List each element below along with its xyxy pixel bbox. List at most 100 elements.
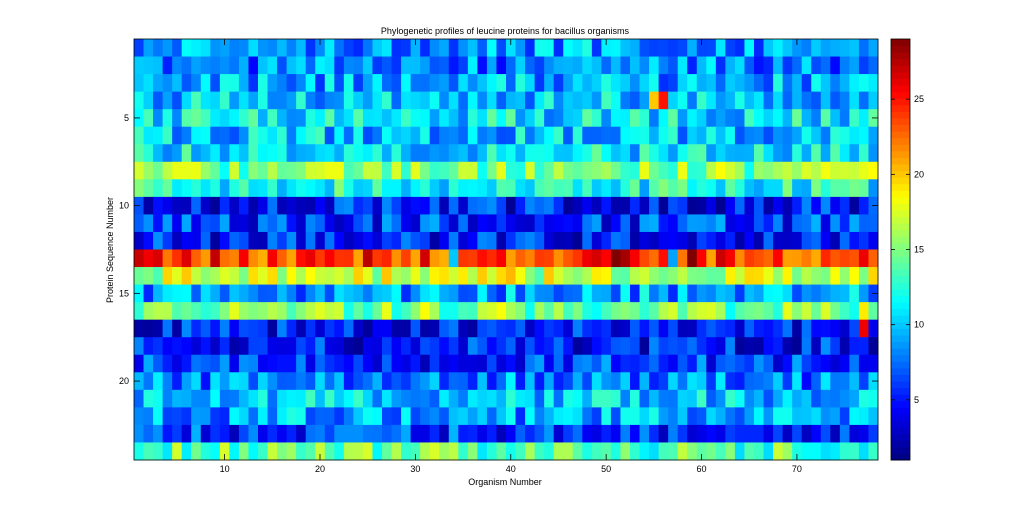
heatmap-cell bbox=[620, 196, 631, 215]
heatmap-cell bbox=[181, 179, 192, 198]
heatmap-cell bbox=[362, 372, 373, 391]
heatmap-cell bbox=[687, 74, 698, 93]
heatmap-cell bbox=[601, 319, 612, 338]
heatmap-cell bbox=[544, 302, 555, 321]
heatmap-cell bbox=[334, 56, 345, 75]
heatmap-cell bbox=[258, 389, 268, 408]
heatmap-cell bbox=[658, 284, 669, 303]
heatmap-cell bbox=[649, 161, 660, 180]
heatmap-cell bbox=[601, 56, 612, 75]
heatmap-cell bbox=[515, 179, 526, 198]
heatmap-cell bbox=[362, 74, 373, 93]
heatmap-cell bbox=[792, 196, 803, 215]
heatmap-cell bbox=[134, 214, 144, 233]
heatmap-cell bbox=[534, 179, 545, 198]
heatmap-cell bbox=[172, 249, 183, 268]
heatmap-cell bbox=[343, 354, 354, 373]
heatmap-cell bbox=[792, 126, 803, 145]
heatmap-cell bbox=[391, 284, 402, 303]
heatmap-cell bbox=[334, 214, 345, 233]
heatmap-cell bbox=[286, 337, 297, 356]
heatmap-cell bbox=[258, 109, 268, 128]
heatmap-cell bbox=[248, 319, 259, 338]
heatmap-cell bbox=[630, 214, 640, 233]
heatmap-cell bbox=[525, 442, 536, 461]
heatmap-cell bbox=[773, 161, 784, 180]
heatmap-cell bbox=[801, 231, 812, 250]
heatmap-cell bbox=[486, 144, 497, 163]
heatmap-cell bbox=[734, 389, 745, 408]
heatmap-cell bbox=[630, 39, 640, 57]
heatmap-cell bbox=[687, 407, 698, 426]
heatmap-cell bbox=[849, 407, 860, 426]
heatmap-cell bbox=[172, 231, 183, 250]
heatmap-cell bbox=[401, 389, 412, 408]
heatmap-cell bbox=[258, 91, 268, 110]
heatmap-cell bbox=[696, 249, 707, 268]
heatmap-cell bbox=[858, 126, 869, 145]
heatmap-cell bbox=[620, 354, 631, 373]
heatmap-cell bbox=[515, 74, 526, 93]
heatmap-cell bbox=[191, 231, 202, 250]
heatmap-cell bbox=[315, 372, 326, 391]
heatmap-cell bbox=[439, 126, 450, 145]
heatmap-cell bbox=[162, 126, 173, 145]
heatmap-cell bbox=[477, 424, 488, 443]
heatmap-cell bbox=[401, 354, 412, 373]
heatmap-cell bbox=[219, 126, 230, 145]
heatmap-cell bbox=[601, 231, 612, 250]
colorbar-segment bbox=[891, 163, 910, 172]
heatmap-cell bbox=[563, 179, 574, 198]
heatmap-cell bbox=[200, 56, 211, 75]
heatmap-cell bbox=[210, 109, 221, 128]
heatmap-cell bbox=[277, 354, 288, 373]
heatmap-cell bbox=[630, 74, 640, 93]
heatmap-cell bbox=[754, 302, 764, 321]
heatmap-cell bbox=[544, 196, 555, 215]
heatmap-cell bbox=[172, 407, 183, 426]
heatmap-cell bbox=[143, 74, 154, 93]
heatmap-cell bbox=[200, 424, 211, 443]
heatmap-cell bbox=[477, 109, 488, 128]
heatmap-cell bbox=[534, 424, 545, 443]
heatmap-cell bbox=[153, 214, 164, 233]
heatmap-cell bbox=[734, 319, 745, 338]
heatmap-cell bbox=[467, 179, 478, 198]
heatmap-cell bbox=[534, 389, 545, 408]
heatmap-cell bbox=[773, 389, 784, 408]
heatmap-cell bbox=[658, 161, 669, 180]
heatmap-cell bbox=[868, 161, 879, 180]
heatmap-cell bbox=[172, 179, 183, 198]
heatmap-cell bbox=[286, 302, 297, 321]
heatmap-cell bbox=[353, 319, 364, 338]
heatmap-cell bbox=[763, 302, 774, 321]
heatmap-cell bbox=[267, 109, 278, 128]
heatmap-cell bbox=[467, 442, 478, 461]
heatmap-cell bbox=[420, 284, 431, 303]
heatmap-cell bbox=[839, 179, 850, 198]
heatmap-cell bbox=[849, 214, 860, 233]
heatmap-cell bbox=[286, 372, 297, 391]
heatmap-cell bbox=[382, 284, 392, 303]
heatmap-cell bbox=[172, 442, 183, 461]
heatmap-cell bbox=[315, 267, 326, 285]
heatmap-cell bbox=[506, 196, 516, 215]
heatmap-cell bbox=[315, 56, 326, 75]
heatmap-cell bbox=[506, 39, 516, 57]
heatmap-cell bbox=[343, 389, 354, 408]
heatmap-cell bbox=[763, 389, 774, 408]
heatmap-cell bbox=[324, 302, 335, 321]
heatmap-cell bbox=[715, 249, 726, 268]
heatmap-cell bbox=[420, 196, 431, 215]
heatmap-cell bbox=[858, 56, 869, 75]
heatmap-cell bbox=[744, 354, 755, 373]
heatmap-cell bbox=[191, 109, 202, 128]
heatmap-cell bbox=[401, 179, 412, 198]
heatmap-cell bbox=[734, 56, 745, 75]
heatmap-cell bbox=[754, 442, 764, 461]
heatmap-cell bbox=[563, 39, 574, 57]
heatmap-cell bbox=[696, 319, 707, 338]
heatmap-cell bbox=[467, 372, 478, 391]
heatmap-cell bbox=[715, 56, 726, 75]
heatmap-cell bbox=[744, 109, 755, 128]
